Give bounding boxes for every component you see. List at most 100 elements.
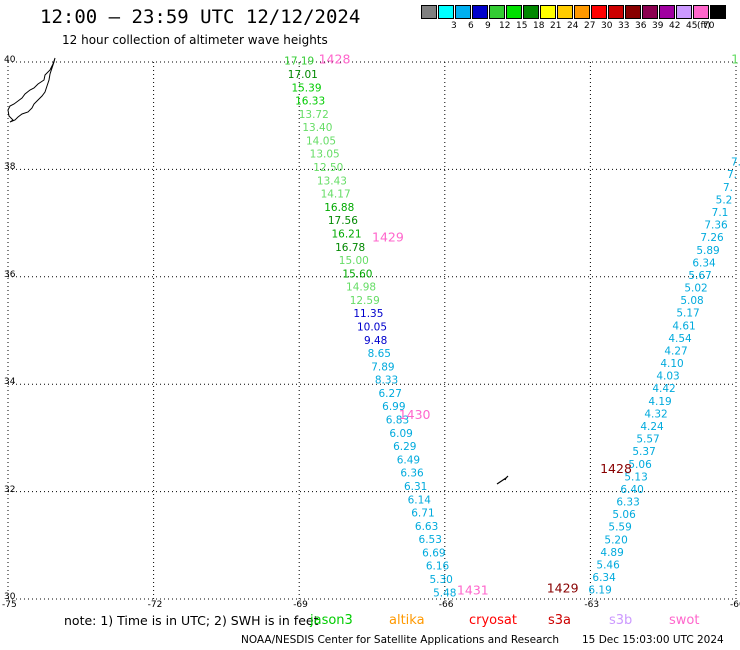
wave-height-value: 11.35: [353, 308, 383, 320]
wave-height-value: 5.30: [429, 574, 452, 586]
wave-height-value: 5.06: [628, 459, 652, 471]
wave-height-value: 4.32: [644, 408, 667, 420]
wave-height-value: 14.98: [346, 282, 376, 294]
longitude-label: -72: [147, 600, 163, 610]
wave-height-value: 4.89: [600, 547, 623, 559]
legend-tick-label: 30: [601, 21, 613, 31]
wave-height-value: 6.29: [393, 441, 416, 453]
wave-height-value: 5.17: [676, 308, 699, 320]
wave-height-value: 14.17: [321, 189, 351, 201]
wave-height-value: 6.34: [692, 257, 716, 269]
latitude-label: 40: [4, 55, 16, 65]
legend-tick-label: 27: [584, 21, 596, 31]
wave-height-value: 5.06: [612, 509, 636, 521]
wave-height-value: 13.05: [310, 149, 340, 161]
wave-height-value: 4.54: [668, 333, 692, 345]
latitude-label: 30: [4, 592, 16, 602]
legend-swatch: [455, 5, 471, 19]
legend-swatch: [642, 5, 658, 19]
wave-height-value: 6.14: [408, 494, 432, 506]
longitude-label: -66: [438, 600, 454, 610]
legend-swatch: [421, 5, 437, 19]
wave-height-value: 16.21: [331, 228, 361, 240]
wave-height-value: 15.39: [291, 82, 321, 94]
wave-height-value: 6.16: [426, 561, 450, 573]
wave-height-value: 6.19: [588, 585, 611, 597]
wave-height-value: 6.63: [415, 521, 438, 533]
pass-number-label: 1431: [457, 583, 489, 598]
satellite-s3a: s3a: [548, 613, 572, 628]
generated-timestamp: 15 Dec 15:03:00 UTC 2024: [582, 634, 724, 646]
wave-height-value: 13.40: [302, 122, 332, 134]
legend-tick-label: 70: [703, 21, 715, 31]
coastline: [7, 57, 509, 485]
wave-height-value: 4.24: [640, 421, 664, 433]
satellite-swot: swot: [669, 613, 700, 628]
legend-swatch: [557, 5, 573, 19]
satellite-s3b: s3b: [609, 613, 633, 628]
pass-labels: 1428 1429 1430 1431 1428 1429 12: [319, 52, 740, 598]
coastline-cape-cod: [7, 57, 56, 123]
legend-unit: (ft): [697, 21, 711, 31]
latitude-label: 36: [4, 269, 16, 280]
legend-tick-label: 45: [686, 21, 698, 31]
wave-height-value: 14.05: [306, 135, 336, 147]
latitude-label: 34: [4, 377, 16, 388]
wave-height-value: 4.27: [664, 345, 687, 357]
wave-height-value: 10.05: [357, 322, 387, 334]
legend-swatch: [574, 5, 590, 19]
latitude-label: 32: [4, 484, 16, 495]
wave-height-value: 13.72: [299, 109, 329, 121]
wave-height-value: 6.27: [379, 388, 402, 400]
wave-height-value: 7.: [723, 182, 733, 194]
wave-height-value: 5.57: [636, 434, 659, 446]
legend-tick-label: 42: [669, 21, 681, 31]
wave-height-value: 6.36: [400, 468, 424, 480]
wave-height-value: 6.09: [389, 428, 412, 440]
wave-height-value: 17.56: [328, 215, 358, 227]
legend-swatch: [710, 5, 726, 19]
pass-number-label: 1430: [399, 407, 431, 422]
wave-height-value: 16.88: [324, 202, 354, 214]
altimeter-track-east: 7.7.7.5.27.17.367.265.896.345.675.025.08…: [588, 157, 740, 597]
pass-number-label: 1429: [372, 229, 404, 244]
wave-height-value: 12.50: [313, 162, 343, 174]
wave-height-value: 6.33: [616, 497, 639, 509]
legend-swatch: [523, 5, 539, 19]
legend-tick-label: 36: [635, 21, 647, 31]
wave-height-value: 4.10: [660, 358, 683, 370]
graticule: [7, 61, 737, 600]
pass-number-label: 1429: [547, 581, 579, 596]
pass-number-label: 1428: [600, 461, 632, 476]
legend-tick-label: 12: [499, 21, 511, 31]
legend-swatch: [676, 5, 692, 19]
legend-swatch: [625, 5, 641, 19]
wave-height-value: 6.31: [404, 481, 427, 493]
pass-number-label: 12: [731, 52, 740, 67]
legend-swatch: [540, 5, 556, 19]
wave-height-value: 13.43: [317, 175, 347, 187]
legend-swatch: [489, 5, 505, 19]
coastline-island: [496, 475, 509, 485]
wave-height-value: 6.40: [620, 484, 643, 496]
wave-height-value: 16.78: [335, 242, 365, 254]
wave-height-value: 5.02: [684, 283, 707, 295]
wave-height-value: 12.59: [350, 295, 380, 307]
wave-height-value: 9.48: [364, 335, 387, 347]
wave-height-value: 4.61: [672, 320, 695, 332]
wave-height-value: 5.37: [632, 446, 655, 458]
wave-height-value: 6.83: [386, 415, 409, 427]
wave-height-value: 7.: [731, 157, 740, 169]
satellite-cryosat: cryosat: [469, 613, 517, 628]
legend-swatch: [693, 5, 709, 19]
longitude-label: -60: [730, 600, 740, 610]
wave-height-value: 15.60: [342, 268, 372, 280]
wave-height-value: 6.69: [422, 547, 445, 559]
wave-height-value: 8.33: [375, 375, 398, 387]
wave-height-value: 16.33: [295, 96, 325, 108]
wave-height-value: 6.53: [419, 534, 442, 546]
legend-tick-label: 6: [468, 21, 474, 31]
satellite-altika: altika: [389, 613, 425, 628]
